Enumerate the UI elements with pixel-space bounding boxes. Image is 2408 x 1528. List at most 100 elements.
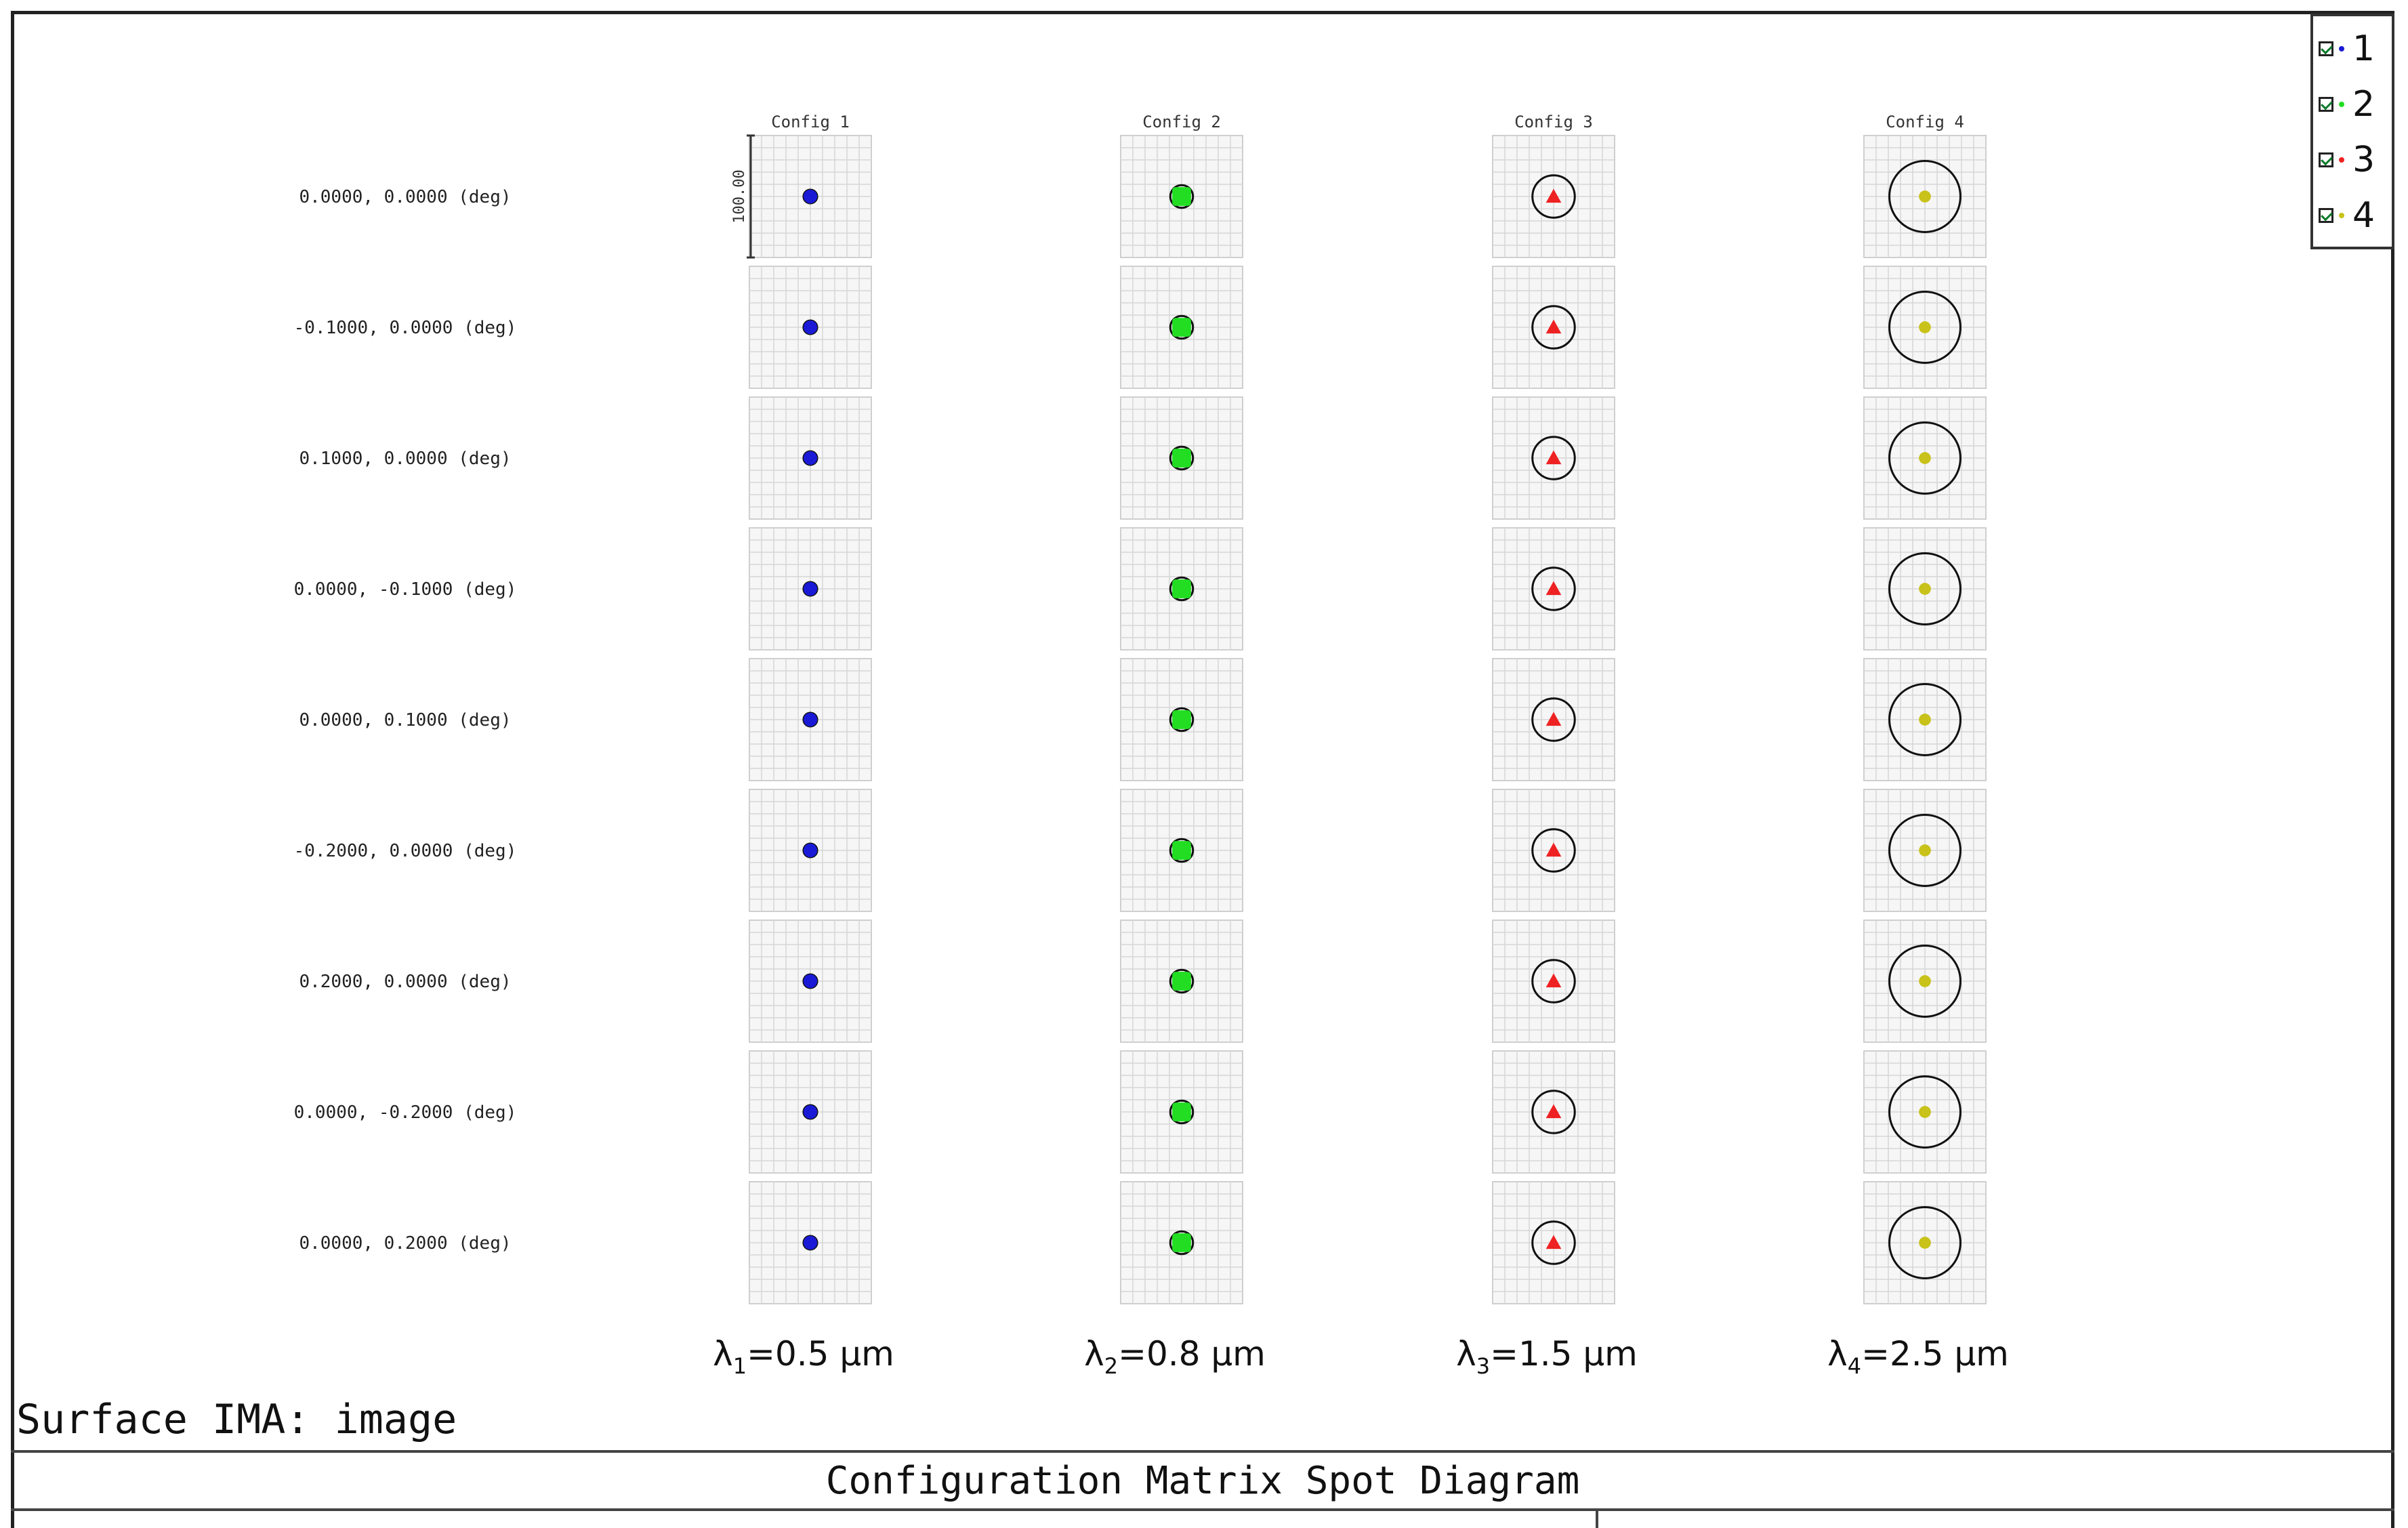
spot-cell: [749, 1050, 872, 1174]
legend-item-2[interactable]: 2: [2319, 77, 2393, 131]
legend-checkbox[interactable]: [2319, 41, 2333, 56]
spot-cell: [749, 396, 872, 520]
field-label: 0.0000, 0.2000 (deg): [299, 1233, 511, 1254]
airy-circle: [1169, 707, 1195, 732]
spot-marker: [803, 581, 818, 596]
field-label: -0.1000, 0.0000 (deg): [294, 318, 517, 338]
spot-marker: [1545, 581, 1562, 596]
spot-marker: [803, 974, 818, 989]
spot-marker: [1919, 1237, 1931, 1249]
spot-cell: [1120, 789, 1243, 912]
spot-marker: [803, 320, 818, 335]
legend-label: 1: [2352, 28, 2375, 69]
spot-cell: [749, 920, 872, 1043]
spot-cell: [1120, 1050, 1243, 1174]
airy-circle: [1888, 1206, 1961, 1279]
spot-cell: [1863, 1050, 1987, 1174]
spot-cell: [1863, 1181, 1987, 1304]
config-header: Config 3: [1514, 112, 1593, 131]
spot-marker: [803, 1235, 818, 1250]
spot-marker: [1919, 1106, 1931, 1118]
spot-cell: [1863, 658, 1987, 781]
spot-cell: [749, 789, 872, 912]
spot-marker: [803, 451, 818, 466]
spot-cell: [1863, 266, 1987, 389]
legend-swatch: [2339, 157, 2344, 163]
spot-marker: [1545, 188, 1562, 203]
spot-marker: [1545, 973, 1562, 988]
spot-marker: [1919, 321, 1931, 333]
legend-checkbox[interactable]: [2319, 152, 2333, 167]
spot-marker: [1545, 319, 1562, 334]
airy-circle: [1169, 184, 1195, 209]
spot-cell: [1120, 135, 1243, 258]
spot-cell: [1492, 1181, 1615, 1304]
legend-item-4[interactable]: 4: [2319, 188, 2393, 243]
spot-cell: [1492, 527, 1615, 651]
airy-circle: [1888, 552, 1961, 625]
spot-cell: [1492, 789, 1615, 912]
airy-circle: [1169, 445, 1195, 471]
plot-frame: [11, 11, 2394, 1528]
spot-cell: [1120, 920, 1243, 1043]
legend-label: 3: [2352, 140, 2375, 180]
spot-marker: [1172, 579, 1191, 598]
title-bar: Configuration Matrix Spot Diagram: [11, 1450, 2394, 1511]
field-label: 0.0000, 0.0000 (deg): [299, 187, 511, 207]
spot-marker: [1172, 841, 1191, 860]
spot-cell: [1492, 920, 1615, 1043]
spot-marker: [1545, 1235, 1562, 1250]
legend-item-3[interactable]: 3: [2319, 133, 2393, 187]
field-label: 0.0000, -0.1000 (deg): [294, 579, 517, 600]
spot-marker: [1919, 190, 1931, 203]
spot-cell: [749, 135, 872, 258]
spot-marker: [1172, 1102, 1191, 1121]
config-header: Config 2: [1142, 112, 1221, 131]
spot-marker: [803, 843, 818, 858]
spot-marker: [1172, 318, 1191, 337]
spot-cell: [1863, 396, 1987, 520]
airy-circle: [1531, 566, 1576, 611]
spot-marker: [1545, 450, 1562, 465]
airy-circle: [1888, 291, 1961, 364]
spot-cell: [749, 527, 872, 651]
spot-marker: [1172, 187, 1191, 206]
airy-circle: [1888, 160, 1961, 233]
airy-circle: [1888, 945, 1961, 1018]
airy-circle: [1531, 436, 1576, 480]
spot-marker: [1172, 972, 1191, 991]
spot-cell: [1863, 527, 1987, 651]
airy-circle: [1888, 814, 1961, 887]
airy-circle: [1169, 1099, 1195, 1125]
spot-cell: [1492, 135, 1615, 258]
airy-circle: [1888, 683, 1961, 756]
spot-marker: [1172, 1233, 1191, 1252]
spot-marker: [803, 712, 818, 727]
spot-marker: [803, 189, 818, 204]
legend[interactable]: 1 2 3 4: [2310, 14, 2394, 249]
spot-cell: [1863, 789, 1987, 912]
footer-divider: [1596, 1511, 1598, 1528]
field-label: 0.2000, 0.0000 (deg): [299, 972, 511, 992]
spot-marker: [803, 1104, 818, 1119]
wavelength-label: λ4=2.5 μm: [1827, 1334, 2009, 1379]
field-label: 0.1000, 0.0000 (deg): [299, 449, 511, 469]
airy-circle: [1888, 1075, 1961, 1149]
airy-circle: [1169, 1230, 1195, 1256]
airy-circle: [1531, 174, 1576, 219]
spot-marker: [1919, 844, 1931, 856]
spot-cell: [1120, 658, 1243, 781]
wavelength-label: λ2=0.8 μm: [1084, 1334, 1266, 1379]
field-label: -0.2000, 0.0000 (deg): [294, 841, 517, 861]
legend-checkbox[interactable]: [2319, 208, 2333, 223]
legend-checkbox[interactable]: [2319, 97, 2333, 112]
field-label: 0.0000, -0.2000 (deg): [294, 1102, 517, 1123]
airy-circle: [1531, 828, 1576, 873]
airy-circle: [1531, 1220, 1576, 1265]
spot-cell: [749, 1181, 872, 1304]
legend-swatch: [2339, 46, 2344, 51]
legend-item-1[interactable]: 1: [2319, 22, 2393, 76]
spot-cell: [1492, 266, 1615, 389]
airy-circle: [1531, 1090, 1576, 1134]
